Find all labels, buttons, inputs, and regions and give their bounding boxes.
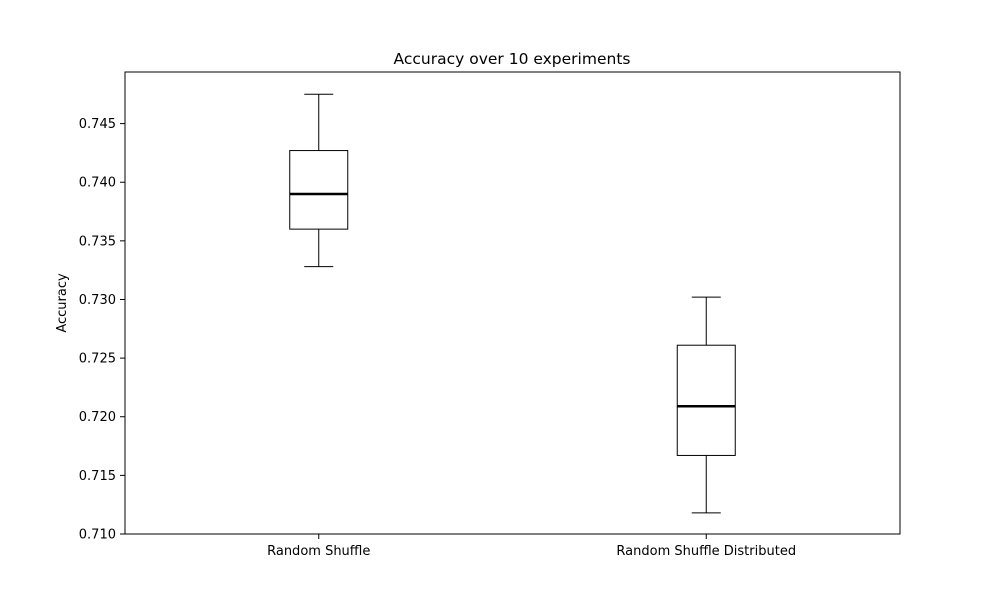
plot-area-frame	[124, 71, 901, 535]
x-tick-label: Random Shuffle	[267, 544, 370, 559]
y-tick-label: 0.715	[79, 469, 116, 484]
y-axis-label: Accuracy	[55, 273, 70, 333]
y-tick-label: 0.730	[79, 293, 116, 308]
box-2	[676, 296, 736, 514]
y-tick-label: 0.725	[79, 352, 116, 367]
y-tick-label: 0.745	[79, 117, 116, 132]
chart-title: Accuracy over 10 experiments	[394, 50, 631, 68]
y-tick-label: 0.720	[79, 410, 116, 425]
x-tick-label: Random Shuffle Distributed	[616, 544, 796, 559]
x-axis-ticks: Random Shuffle Random Shuffle Distributed	[267, 534, 796, 559]
iqr-box	[676, 344, 736, 456]
y-tick-label: 0.735	[79, 234, 116, 249]
box-series	[289, 93, 736, 514]
y-tick-label: 0.710	[79, 528, 116, 543]
box-1	[289, 93, 349, 268]
iqr-box	[289, 150, 349, 230]
y-tick-label: 0.740	[79, 176, 116, 191]
y-axis-ticks: 0.710 0.715 0.720 0.725 0.730 0.735 0.740 0.745	[79, 117, 125, 543]
